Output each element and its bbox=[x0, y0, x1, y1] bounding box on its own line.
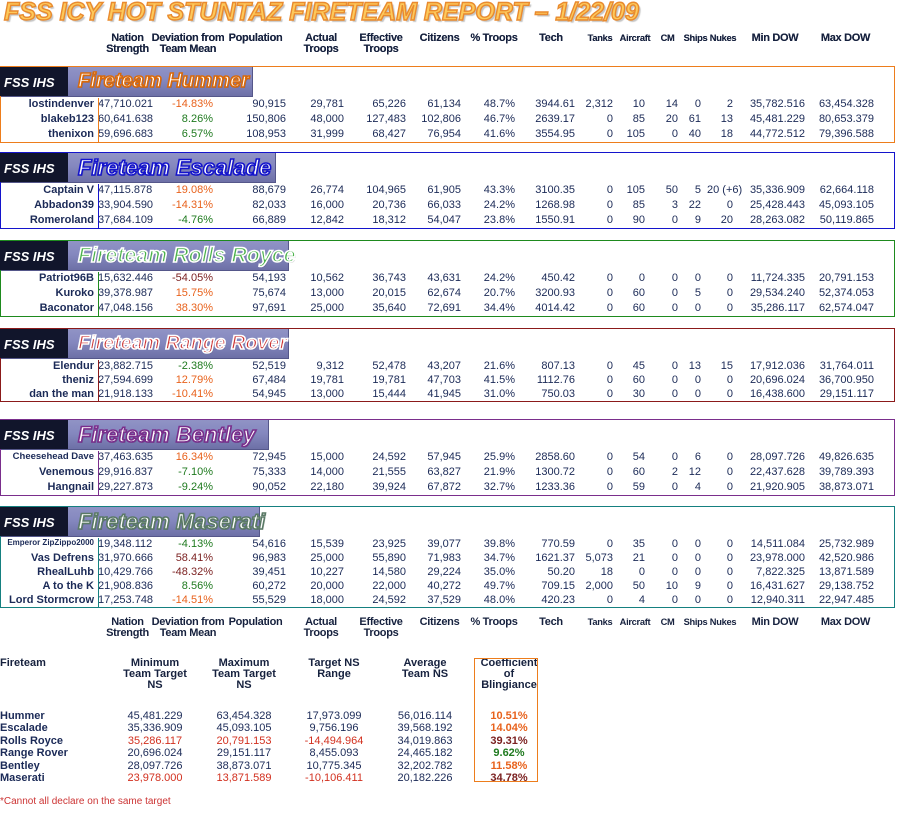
svg-text:FSS IHS: FSS IHS bbox=[4, 515, 55, 530]
svg-text:FSS IHS: FSS IHS bbox=[4, 337, 55, 352]
svg-text:FSS IHS: FSS IHS bbox=[4, 428, 55, 443]
svg-text:FSS IHS: FSS IHS bbox=[4, 249, 55, 264]
svg-text:FSS IHS: FSS IHS bbox=[4, 75, 55, 90]
svg-text:FSS IHS: FSS IHS bbox=[4, 161, 55, 176]
